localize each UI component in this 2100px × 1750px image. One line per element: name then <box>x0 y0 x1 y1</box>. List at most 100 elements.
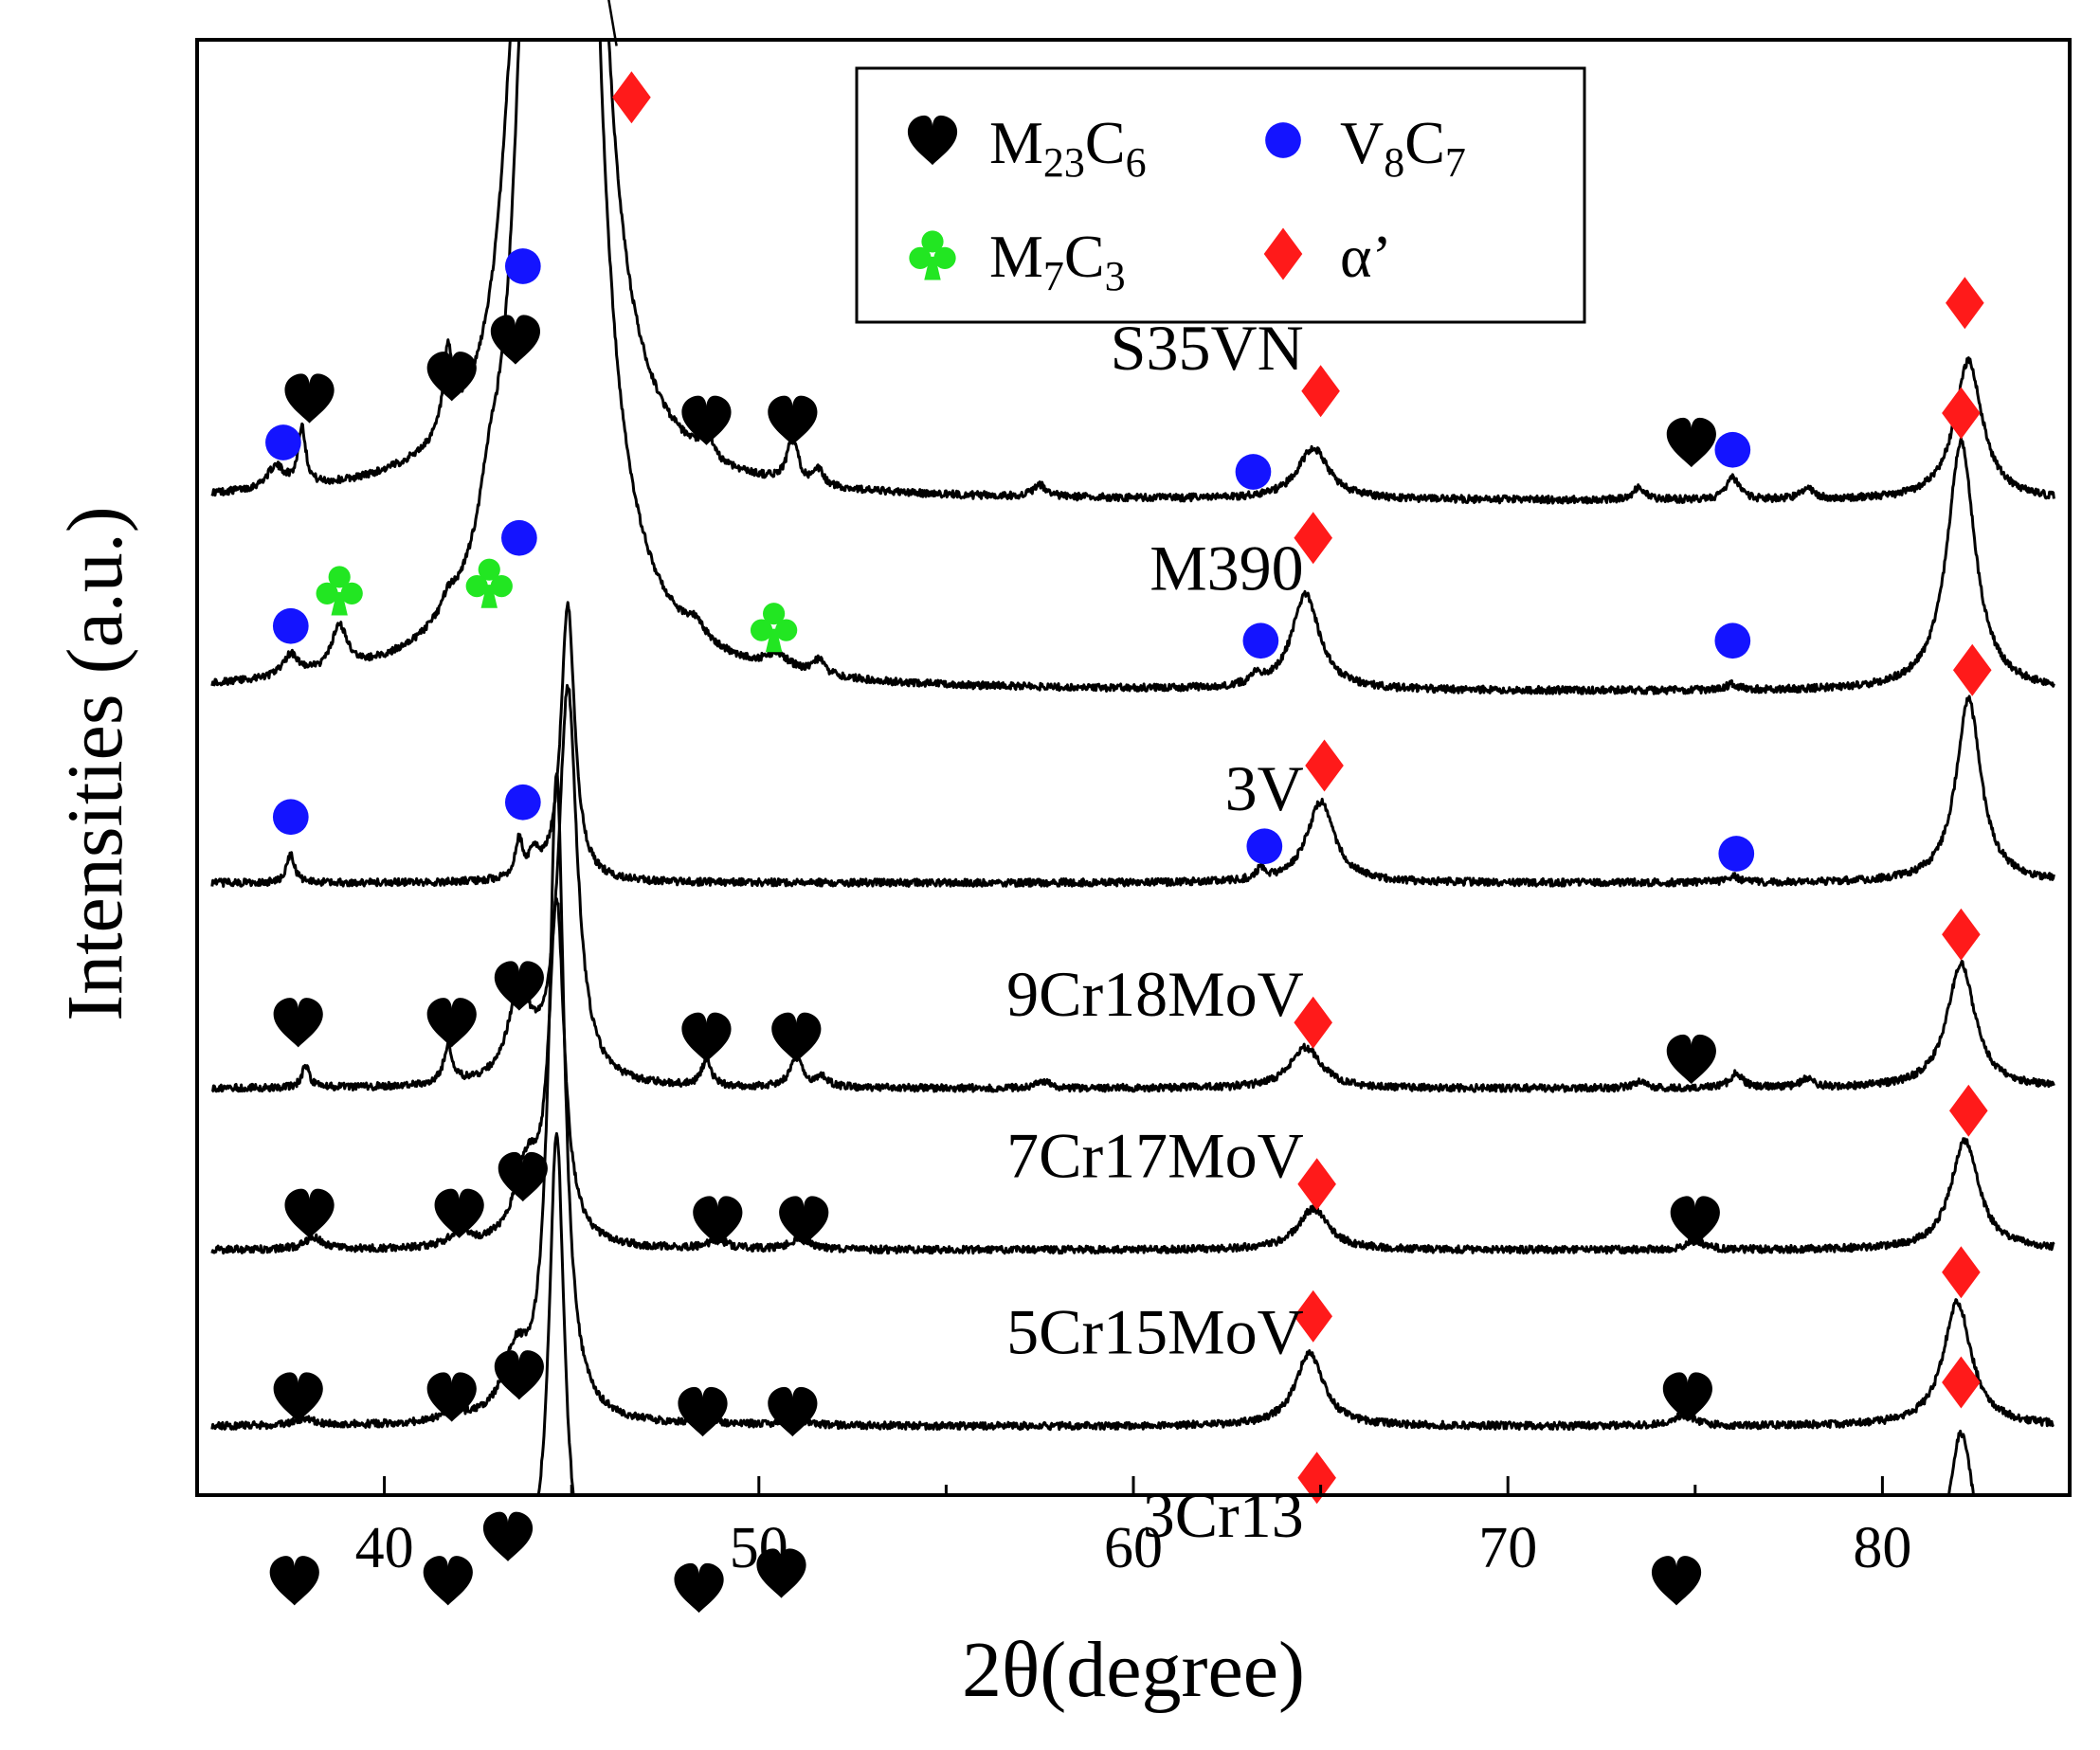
marker-m390-circle-3 <box>501 519 537 556</box>
marker-7cr17mov-diamond-7 <box>1948 1084 1988 1137</box>
x-tick-label-80: 80 <box>1853 1516 1911 1580</box>
legend-box <box>855 66 1586 324</box>
marker-3cr13-heart-2 <box>482 1511 534 1561</box>
legend-label-alpha: α’ <box>1340 223 1392 290</box>
legend-m23c6-base2: C <box>1085 109 1126 176</box>
series-label-3cr13: 3Cr13 <box>1143 1479 1304 1551</box>
series-line-7cr17mov <box>210 896 2055 1255</box>
legend-label-m23c6: M23C6 <box>989 109 1147 186</box>
marker-3cr13-heart-3 <box>674 1562 724 1614</box>
legend-m7c3-sub1: 7 <box>1043 253 1064 299</box>
legend-label-v8c7: V8C7 <box>1340 109 1466 186</box>
legend-v8c7-base: V <box>1340 109 1384 176</box>
marker-3v-circle-1 <box>504 784 541 821</box>
legend-m7c3-sub2: 3 <box>1105 253 1126 299</box>
marker-3cr13-heart-6 <box>1651 1556 1702 1606</box>
marker-s35vn-circle-0 <box>265 424 301 460</box>
marker-3cr13-diamond-5 <box>1297 1452 1336 1505</box>
legend-v8c7-base2: C <box>1404 109 1445 176</box>
x-tick-label-70: 70 <box>1478 1516 1537 1580</box>
marker-7cr17mov-heart-2 <box>498 1151 548 1202</box>
legend-m7c3-base: M <box>989 223 1043 290</box>
marker-3cr13-diamond-7 <box>1942 1356 1981 1409</box>
marker-s35vn-diamond-11 <box>1946 277 1984 330</box>
marker-9cr18mov-heart-2 <box>494 961 544 1011</box>
marker-3v-diamond-3 <box>1305 739 1344 792</box>
marker-s35vn-heart-9 <box>1666 417 1716 468</box>
legend-symbol-alpha <box>1263 227 1303 280</box>
marker-3v-circle-2 <box>1246 828 1283 865</box>
marker-m390-circle-0 <box>272 607 309 644</box>
marker-5cr15mov-heart-4 <box>768 1386 818 1437</box>
legend-symbol-m23c6 <box>907 115 958 166</box>
marker-m390-circle-7 <box>1714 622 1751 659</box>
marker-3v-circle-0 <box>272 799 309 836</box>
annotation-diamond-marker <box>612 71 651 124</box>
marker-7cr17mov-diamond-5 <box>1297 1158 1336 1211</box>
marker-3v-diamond-5 <box>1952 643 1992 696</box>
series-line-s35vn <box>210 40 2055 505</box>
x-axis-ticks: 40 50 60 70 80 <box>355 1476 1911 1580</box>
series-label-5cr15mov: 5Cr15MoV <box>1006 1295 1304 1367</box>
marker-5cr15mov-diamond-7 <box>1942 1246 1981 1299</box>
x-axis-title: 2θ(degree) <box>962 1626 1305 1714</box>
marker-5cr15mov-diamond-5 <box>1294 1290 1332 1343</box>
marker-m390-club-1 <box>316 566 363 616</box>
series-line-m390 <box>210 40 2055 695</box>
legend-symbol-v8c7 <box>1265 122 1301 158</box>
marker-m390-circle-5 <box>1242 622 1279 659</box>
marker-s35vn-heart-2 <box>426 352 477 402</box>
marker-3cr13-heart-0 <box>269 1556 319 1606</box>
marker-5cr15mov-heart-6 <box>1662 1372 1712 1422</box>
marker-9cr18mov-diamond-7 <box>1942 908 1981 961</box>
marker-5cr15mov-heart-2 <box>494 1350 544 1400</box>
marker-7cr17mov-heart-0 <box>284 1188 335 1238</box>
marker-m390-diamond-6 <box>1294 512 1332 565</box>
marker-layer <box>265 248 1992 1614</box>
legend-symbol-m7c3 <box>909 230 956 280</box>
marker-s35vn-diamond-8 <box>1301 365 1340 418</box>
x-tick-label-40: 40 <box>355 1516 414 1580</box>
marker-s35vn-circle-4 <box>504 248 541 284</box>
marker-7cr17mov-heart-6 <box>1670 1196 1720 1246</box>
marker-3cr13-heart-1 <box>423 1556 473 1606</box>
marker-7cr17mov-heart-4 <box>779 1196 829 1246</box>
marker-s35vn-heart-1 <box>284 373 335 424</box>
series-label-m390: M390 <box>1150 532 1303 604</box>
marker-3cr13-heart-4 <box>756 1548 806 1598</box>
marker-m390-club-4 <box>750 603 798 653</box>
marker-s35vn-circle-7 <box>1235 454 1272 490</box>
series-line-9cr18mov <box>210 683 2055 1093</box>
series-label-7cr17mov: 7Cr17MoV <box>1006 1119 1304 1191</box>
marker-9cr18mov-diamond-5 <box>1294 996 1332 1049</box>
series-label-3v: 3V <box>1225 752 1304 824</box>
series-line-3v <box>210 601 2055 888</box>
legend-text-alpha: α’ <box>1340 223 1392 290</box>
marker-7cr17mov-heart-1 <box>434 1188 484 1238</box>
legend-m7c3-base2: C <box>1064 223 1105 290</box>
marker-s35vn-circle-10 <box>1714 431 1751 468</box>
marker-7cr17mov-heart-3 <box>693 1196 743 1246</box>
series-line-5cr15mov <box>210 772 2055 1432</box>
y-axis-title: Intensities (a.u.) <box>51 506 139 1021</box>
series-label-9cr18mov: 9Cr18MoV <box>1006 958 1304 1030</box>
marker-5cr15mov-heart-3 <box>678 1386 728 1437</box>
x-tick-label-50: 50 <box>730 1516 788 1580</box>
marker-s35vn-heart-6 <box>768 395 818 445</box>
marker-5cr15mov-heart-1 <box>426 1372 477 1422</box>
marker-5cr15mov-heart-0 <box>273 1372 323 1422</box>
marker-s35vn-heart-3 <box>490 315 541 365</box>
x-tick-label-60: 60 <box>1104 1516 1163 1580</box>
marker-s35vn-heart-5 <box>681 395 732 445</box>
marker-3v-circle-4 <box>1718 836 1755 872</box>
legend-v8c7-sub2: 7 <box>1445 139 1466 186</box>
legend-m23c6-base: M <box>989 109 1043 176</box>
legend-m23c6-sub2: 6 <box>1126 139 1147 186</box>
legend-m23c6-sub1: 23 <box>1043 139 1085 186</box>
marker-m390-club-2 <box>465 558 513 608</box>
marker-9cr18mov-heart-0 <box>273 998 323 1048</box>
marker-9cr18mov-heart-4 <box>771 1012 822 1062</box>
